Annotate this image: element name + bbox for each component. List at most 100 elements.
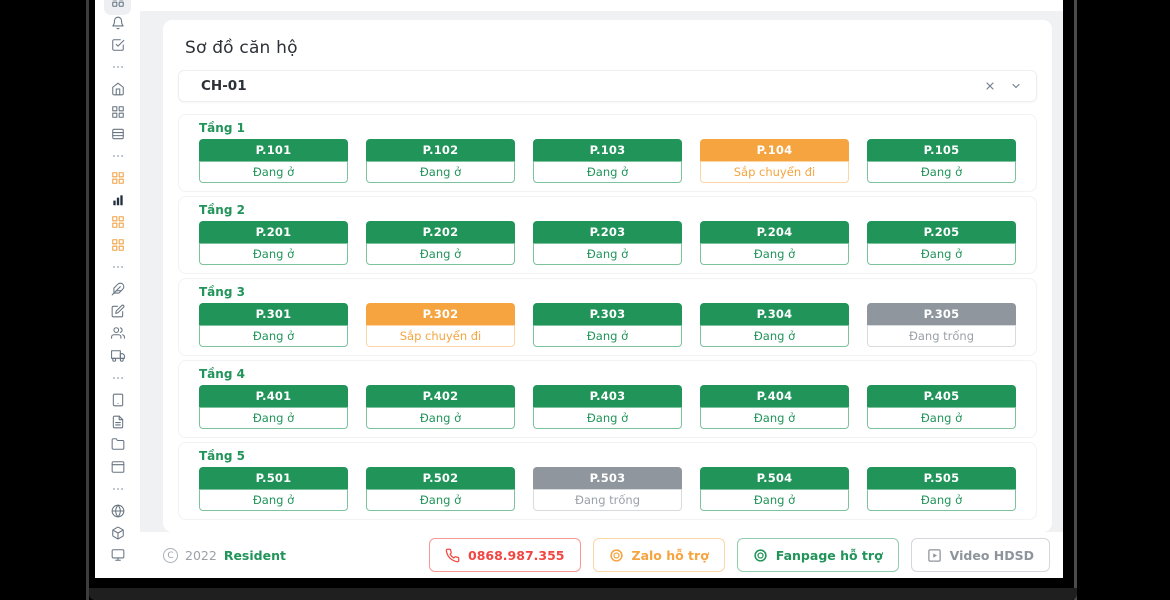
chevron-down-icon[interactable] xyxy=(1010,80,1022,92)
sidebar-item-grid[interactable] xyxy=(95,235,140,257)
unit-name: P.203 xyxy=(533,221,682,243)
floors-list: Tầng 1 P.101 Đang ở P.102 Đang ở P.103 Đang ở P… xyxy=(178,114,1037,520)
apartment-select[interactable]: CH-01 xyxy=(178,70,1037,102)
sidebar-item-bell[interactable] xyxy=(95,13,140,35)
edit-icon xyxy=(111,303,125,322)
file-text-icon xyxy=(111,414,125,433)
unit-card[interactable]: P.202 Đang ở xyxy=(366,221,515,265)
floor-row: Tầng 5 P.501 Đang ở P.502 Đang ở P.503 Đang tr… xyxy=(178,442,1037,520)
unit-card[interactable]: P.301 Đang ở xyxy=(199,303,348,347)
unit-card[interactable]: P.305 Đang trống xyxy=(867,303,1016,347)
sidebar-item-feather[interactable] xyxy=(95,279,140,301)
unit-card[interactable]: P.502 Đang ở xyxy=(366,467,515,511)
play-square-icon xyxy=(927,548,942,563)
sidebar-item-file-text[interactable] xyxy=(95,413,140,435)
unit-card[interactable]: P.201 Đang ở xyxy=(199,221,348,265)
sidebar-item-ellipsis[interactable] xyxy=(95,368,140,390)
video-hdsd-button[interactable]: Video HDSD xyxy=(910,538,1050,572)
unit-name: P.104 xyxy=(700,139,849,161)
sidebar-item-layout-grid[interactable] xyxy=(95,0,140,16)
unit-card[interactable]: P.505 Đang ở xyxy=(867,467,1016,511)
layout-grid-icon xyxy=(111,0,125,12)
unit-status: Đang ở xyxy=(867,161,1016,183)
unit-name: P.502 xyxy=(366,467,515,489)
ellipsis-icon xyxy=(111,59,125,78)
unit-card[interactable]: P.105 Đang ở xyxy=(867,139,1016,183)
check-square-icon xyxy=(111,37,125,56)
unit-card[interactable]: P.401 Đang ở xyxy=(199,385,348,429)
sidebar-item-tablet[interactable] xyxy=(95,390,140,412)
sidebar-item-grid[interactable] xyxy=(95,213,140,235)
unit-card[interactable]: P.405 Đang ở xyxy=(867,385,1016,429)
unit-name: P.205 xyxy=(867,221,1016,243)
sidebar-item-folder[interactable] xyxy=(95,435,140,457)
unit-card[interactable]: P.504 Đang ở xyxy=(700,467,849,511)
unit-card[interactable]: P.403 Đang ở xyxy=(533,385,682,429)
brand-link[interactable]: Resident xyxy=(223,547,286,563)
footer-button-label: Fanpage hỗ trợ xyxy=(775,547,883,563)
unit-card[interactable]: P.303 Đang ở xyxy=(533,303,682,347)
0868-987-355-button[interactable]: 0868.987.355 xyxy=(429,538,581,572)
unit-status: Đang ở xyxy=(199,407,348,429)
unit-name: P.501 xyxy=(199,467,348,489)
ellipsis-icon xyxy=(111,259,125,278)
sidebar-item-bar-chart[interactable] xyxy=(95,191,140,213)
footer-button-label: 0868.987.355 xyxy=(468,547,565,563)
copyright: C 2022 Resident xyxy=(163,547,286,563)
sidebar-item-home[interactable] xyxy=(95,80,140,102)
sidebar-item-monitor[interactable] xyxy=(95,546,140,568)
zalo-h-tr--button[interactable]: Zalo hỗ trợ xyxy=(592,538,725,572)
sidebar-item-ellipsis[interactable] xyxy=(95,58,140,80)
clear-icon[interactable] xyxy=(984,80,996,92)
sidebar-item-ellipsis[interactable] xyxy=(95,257,140,279)
fanpage-h-tr--button[interactable]: Fanpage hỗ trợ xyxy=(736,538,899,572)
unit-name: P.304 xyxy=(700,303,849,325)
box-icon xyxy=(111,525,125,544)
copyright-year: 2022 xyxy=(185,547,217,563)
footer-button-label: Video HDSD xyxy=(949,547,1034,563)
unit-status: Đang ở xyxy=(867,243,1016,265)
sidebar-item-users[interactable] xyxy=(95,324,140,346)
unit-status: Đang trống xyxy=(867,325,1016,347)
unit-card[interactable]: P.204 Đang ở xyxy=(700,221,849,265)
unit-status: Đang ở xyxy=(533,325,682,347)
sidebar-item-box[interactable] xyxy=(95,524,140,546)
sidebar-item-ellipsis[interactable] xyxy=(95,479,140,501)
unit-card[interactable]: P.503 Đang trống xyxy=(533,467,682,511)
unit-status: Sắp chuyển đi xyxy=(700,161,849,183)
unit-card[interactable]: P.402 Đang ở xyxy=(366,385,515,429)
grid-icon xyxy=(111,170,125,189)
sidebar-item-truck[interactable] xyxy=(95,346,140,368)
unit-card[interactable]: P.102 Đang ở xyxy=(366,139,515,183)
floor-label: Tầng 1 xyxy=(199,121,245,135)
unit-card[interactable]: P.205 Đang ở xyxy=(867,221,1016,265)
ellipsis-icon xyxy=(111,481,125,500)
unit-card[interactable]: P.501 Đang ở xyxy=(199,467,348,511)
unit-card[interactable]: P.103 Đang ở xyxy=(533,139,682,183)
unit-name: P.504 xyxy=(700,467,849,489)
unit-status: Đang ở xyxy=(366,407,515,429)
unit-card[interactable]: P.304 Đang ở xyxy=(700,303,849,347)
apartment-map-card: Sơ đồ căn hộ CH-01 Tầng 1 P.101 Đang ở P.10… xyxy=(163,20,1052,532)
sidebar-item-ellipsis[interactable] xyxy=(95,146,140,168)
sidebar-item-check-square[interactable] xyxy=(95,35,140,57)
seal-icon xyxy=(609,548,624,563)
ellipsis-icon xyxy=(111,370,125,389)
unit-card[interactable]: P.101 Đang ở xyxy=(199,139,348,183)
unit-card[interactable]: P.203 Đang ở xyxy=(533,221,682,265)
unit-name: P.305 xyxy=(867,303,1016,325)
unit-card[interactable]: P.404 Đang ở xyxy=(700,385,849,429)
sidebar-item-browser-window[interactable] xyxy=(95,457,140,479)
sidebar-item-edit[interactable] xyxy=(95,302,140,324)
sidebar-item-grid[interactable] xyxy=(95,169,140,191)
sidebar-item-grid[interactable] xyxy=(95,102,140,124)
sidebar-item-globe[interactable] xyxy=(95,501,140,523)
unit-card[interactable]: P.302 Sắp chuyển đi xyxy=(366,303,515,347)
unit-card[interactable]: P.104 Sắp chuyển đi xyxy=(700,139,849,183)
globe-icon xyxy=(111,503,125,522)
unit-status: Đang ở xyxy=(199,325,348,347)
apartment-select-value: CH-01 xyxy=(201,78,247,94)
sidebar-item-rows[interactable] xyxy=(95,124,140,146)
